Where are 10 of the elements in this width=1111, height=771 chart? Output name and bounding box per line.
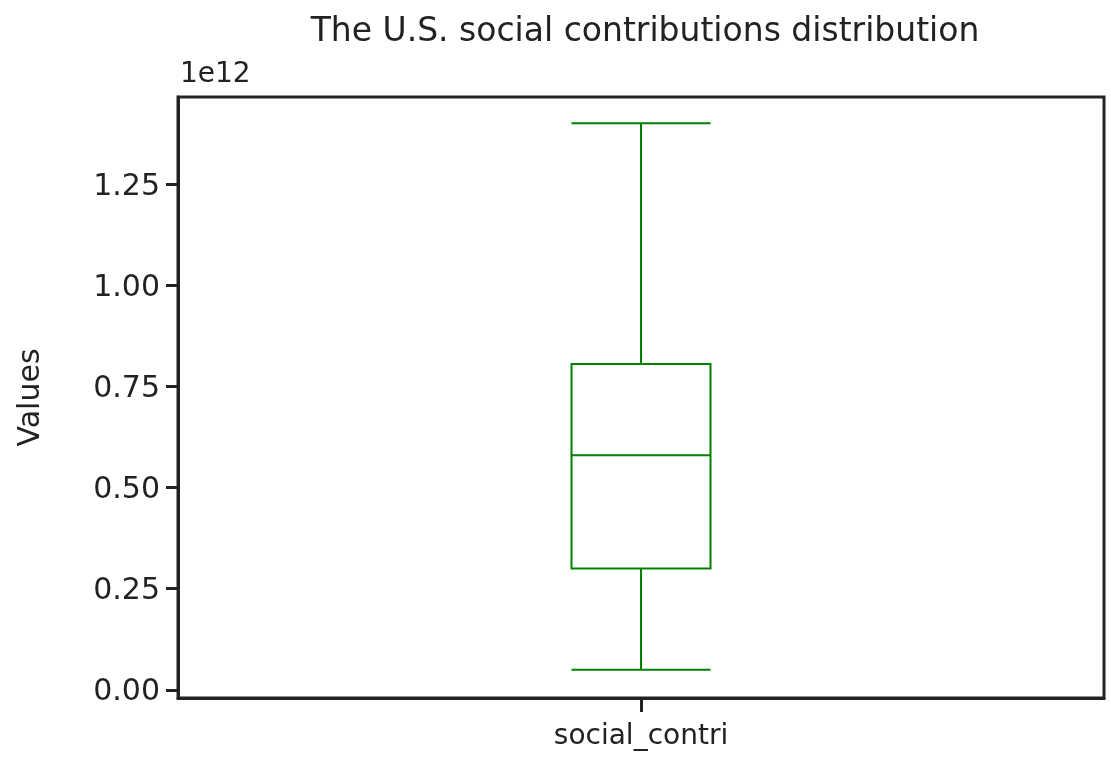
y-tick-label: 0.00 <box>93 672 160 708</box>
y-tick-label: 0.75 <box>93 368 160 404</box>
y-tick-label: 1.25 <box>93 166 160 202</box>
y-tick-label: 0.25 <box>93 571 160 607</box>
y-axis-title: Values <box>10 348 46 447</box>
x-tick-label: social_contri <box>553 717 729 751</box>
chart-title: The U.S. social contributions distribution <box>309 10 980 49</box>
y-tick-label: 1.00 <box>93 267 160 303</box>
text: 1e12 <box>180 55 251 89</box>
y-tick-label: 0.50 <box>93 470 160 506</box>
